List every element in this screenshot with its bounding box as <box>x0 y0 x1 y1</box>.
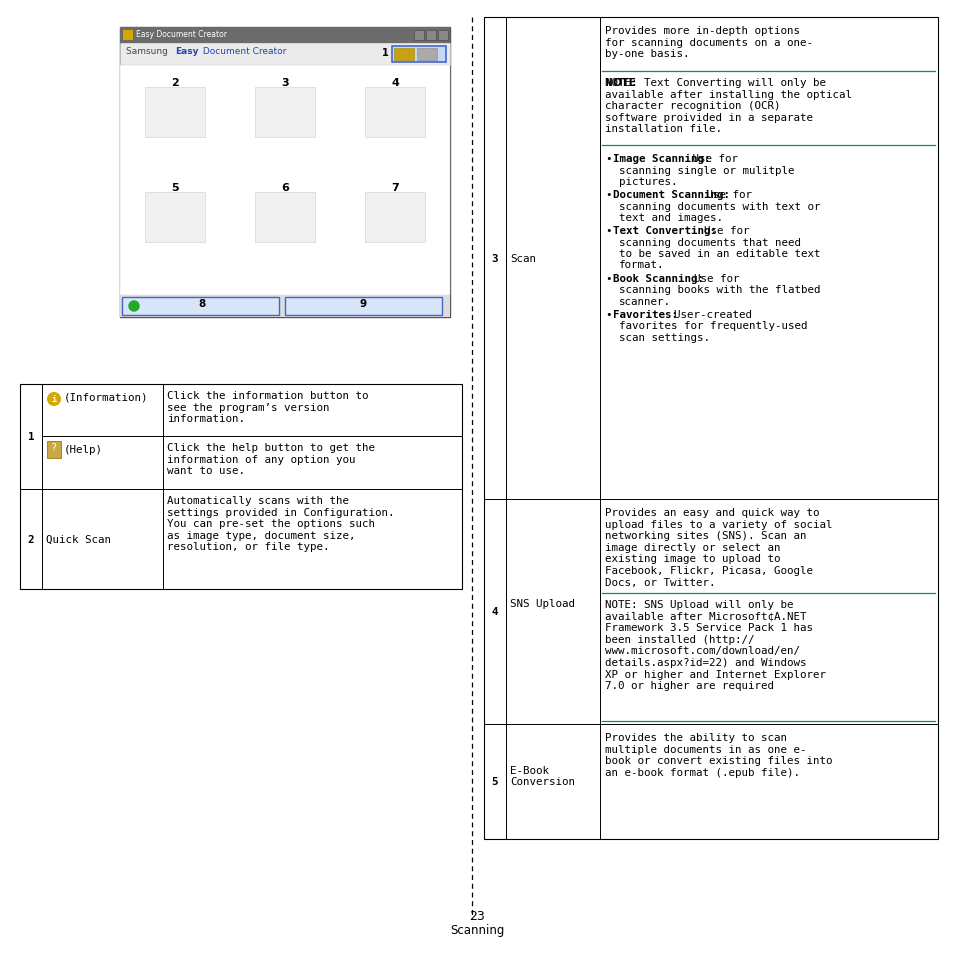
Bar <box>120 28 450 317</box>
Text: ?: ? <box>51 442 57 453</box>
Bar <box>120 28 450 44</box>
Text: •: • <box>604 226 611 235</box>
Text: Provides an easy and quick way to
upload files to a variety of social
networking: Provides an easy and quick way to upload… <box>604 507 832 587</box>
Text: 8: 8 <box>198 298 206 309</box>
Text: •: • <box>604 274 611 284</box>
Circle shape <box>47 393 61 407</box>
Text: text and images.: text and images. <box>618 213 722 223</box>
Bar <box>483 18 937 840</box>
Text: 2: 2 <box>171 78 178 88</box>
Text: Use for: Use for <box>690 226 748 235</box>
Text: •: • <box>604 153 611 164</box>
Bar <box>426 30 436 41</box>
Text: scanning documents with text or: scanning documents with text or <box>618 201 820 212</box>
Text: (Help): (Help) <box>64 444 103 455</box>
Text: 7: 7 <box>391 183 398 193</box>
Text: OTE: OTE <box>612 78 636 88</box>
Text: Favorites:: Favorites: <box>613 310 678 319</box>
Text: i: i <box>51 395 56 404</box>
Text: pictures.: pictures. <box>618 177 677 187</box>
Text: Text Converting:: Text Converting: <box>613 226 717 235</box>
Text: 2: 2 <box>28 535 34 544</box>
Text: 3: 3 <box>491 253 497 264</box>
Text: Document Creator: Document Creator <box>200 47 286 56</box>
Bar <box>414 30 423 41</box>
Bar <box>47 441 61 458</box>
Text: NOTE: SNS Upload will only be
available after Microsoft¢A.NET
Framework 3.5 Serv: NOTE: SNS Upload will only be available … <box>604 599 825 691</box>
Bar <box>254 88 314 138</box>
Text: 5: 5 <box>171 183 178 193</box>
Text: Click the information button to
see the program’s version
information.: Click the information button to see the … <box>167 391 368 424</box>
Bar <box>416 49 436 61</box>
Text: Easy Document Creator: Easy Document Creator <box>136 30 227 39</box>
Text: 3: 3 <box>281 78 289 88</box>
Bar <box>145 88 205 138</box>
Text: 4: 4 <box>391 78 398 88</box>
Bar <box>122 297 278 315</box>
Bar <box>392 47 446 63</box>
Text: 9: 9 <box>359 298 366 309</box>
Text: 1: 1 <box>381 48 388 58</box>
Bar <box>394 49 414 61</box>
Text: SNS Upload: SNS Upload <box>510 598 575 609</box>
Text: User-created: User-created <box>660 310 752 319</box>
Text: 6: 6 <box>281 183 289 193</box>
Text: favorites for frequently-used: favorites for frequently-used <box>618 321 806 331</box>
Text: Automatically scans with the
settings provided in Configuration.
You can pre-set: Automatically scans with the settings pr… <box>167 496 395 552</box>
Text: 4: 4 <box>491 607 497 617</box>
Text: •: • <box>604 190 611 200</box>
Text: Document Scanning:: Document Scanning: <box>613 190 729 200</box>
Text: Provides the ability to scan
multiple documents in as one e-
book or convert exi: Provides the ability to scan multiple do… <box>604 732 832 777</box>
Text: to be saved in an editable text: to be saved in an editable text <box>618 249 820 258</box>
Text: 5: 5 <box>491 777 497 786</box>
Text: Easy: Easy <box>174 47 198 56</box>
Bar <box>437 30 448 41</box>
Text: E-Book
Conversion: E-Book Conversion <box>510 765 575 786</box>
Text: scanning documents that need: scanning documents that need <box>618 237 801 247</box>
Text: Scan: Scan <box>510 253 536 264</box>
Bar <box>120 295 450 317</box>
Text: Use for: Use for <box>685 153 737 164</box>
Bar <box>285 297 441 315</box>
Text: Click the help button to get the
information of any option you
want to use.: Click the help button to get the informa… <box>167 442 375 476</box>
Text: scanner.: scanner. <box>618 296 670 307</box>
Circle shape <box>129 302 139 312</box>
Bar <box>123 30 132 41</box>
Text: Use for: Use for <box>700 190 752 200</box>
Text: format.: format. <box>618 260 664 271</box>
Text: 23: 23 <box>469 909 484 923</box>
Text: Image Scanning:: Image Scanning: <box>613 153 710 164</box>
Bar <box>120 66 450 295</box>
Bar <box>254 193 314 243</box>
Text: scanning single or mulitple: scanning single or mulitple <box>618 165 794 175</box>
Text: Scanning: Scanning <box>450 923 503 936</box>
Text: scan settings.: scan settings. <box>618 333 709 343</box>
Text: Quick Scan: Quick Scan <box>46 535 111 544</box>
Text: •: • <box>604 310 611 319</box>
Bar <box>145 193 205 243</box>
Text: Provides more in-depth options
for scanning documents on a one-
by-one basis.: Provides more in-depth options for scann… <box>604 26 812 59</box>
Text: NOTE: Text Converting will only be
available after installing the optical
charac: NOTE: Text Converting will only be avail… <box>604 78 851 134</box>
Text: (Information): (Information) <box>64 393 149 402</box>
Bar <box>120 44 450 66</box>
Text: Use for: Use for <box>680 274 739 284</box>
Text: Book Scanning:: Book Scanning: <box>613 274 703 284</box>
Bar <box>365 193 424 243</box>
Bar <box>20 385 461 589</box>
Text: N: N <box>604 78 611 88</box>
Text: Samsung: Samsung <box>126 47 171 56</box>
Bar <box>365 88 424 138</box>
Text: 1: 1 <box>28 432 34 442</box>
Text: scanning books with the flatbed: scanning books with the flatbed <box>618 285 820 295</box>
